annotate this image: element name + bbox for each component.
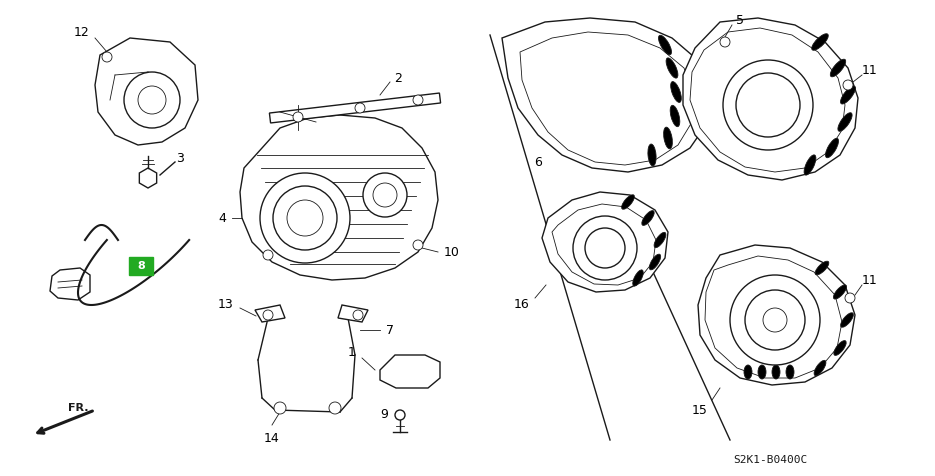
Circle shape	[585, 228, 625, 268]
Ellipse shape	[833, 285, 846, 299]
Circle shape	[730, 275, 820, 365]
Circle shape	[263, 310, 273, 320]
Ellipse shape	[838, 113, 852, 131]
Ellipse shape	[786, 365, 794, 379]
Circle shape	[273, 186, 337, 250]
Circle shape	[395, 410, 405, 420]
Circle shape	[720, 37, 730, 47]
Polygon shape	[139, 168, 157, 188]
Circle shape	[329, 402, 341, 414]
Circle shape	[413, 95, 423, 105]
Ellipse shape	[826, 138, 839, 158]
Circle shape	[373, 183, 397, 207]
Ellipse shape	[641, 210, 654, 226]
Ellipse shape	[670, 81, 682, 102]
Circle shape	[287, 200, 323, 236]
Ellipse shape	[650, 254, 661, 270]
Text: 10: 10	[444, 246, 460, 258]
Circle shape	[745, 290, 805, 350]
Ellipse shape	[758, 365, 766, 379]
Ellipse shape	[841, 86, 856, 104]
Text: 2: 2	[394, 71, 402, 85]
Text: 14: 14	[264, 432, 280, 445]
Text: 11: 11	[862, 274, 878, 287]
Text: 12: 12	[74, 26, 90, 39]
Ellipse shape	[670, 105, 680, 127]
Ellipse shape	[804, 155, 816, 175]
Ellipse shape	[658, 35, 671, 55]
Circle shape	[274, 402, 286, 414]
Polygon shape	[255, 305, 285, 322]
Polygon shape	[240, 115, 438, 280]
Circle shape	[736, 73, 800, 137]
Ellipse shape	[772, 365, 780, 379]
Circle shape	[843, 80, 853, 90]
Text: 5: 5	[736, 13, 744, 27]
Ellipse shape	[664, 127, 672, 149]
Polygon shape	[50, 268, 90, 300]
Circle shape	[573, 216, 637, 280]
Circle shape	[355, 103, 365, 113]
Circle shape	[763, 308, 787, 332]
Circle shape	[845, 293, 855, 303]
Polygon shape	[380, 355, 440, 388]
Circle shape	[353, 310, 363, 320]
Text: 3: 3	[176, 151, 184, 165]
Text: 13: 13	[218, 298, 234, 310]
Ellipse shape	[622, 195, 634, 209]
Polygon shape	[698, 245, 855, 385]
Text: 15: 15	[692, 404, 708, 416]
Text: 11: 11	[862, 63, 878, 77]
Polygon shape	[542, 192, 668, 292]
Circle shape	[263, 250, 273, 260]
Ellipse shape	[654, 232, 666, 248]
Ellipse shape	[648, 144, 656, 166]
Circle shape	[102, 52, 112, 62]
Polygon shape	[95, 38, 198, 145]
Text: 8: 8	[137, 261, 145, 271]
Circle shape	[413, 240, 423, 250]
Ellipse shape	[812, 34, 828, 50]
Text: 6: 6	[534, 156, 542, 169]
Circle shape	[293, 112, 303, 122]
Ellipse shape	[830, 59, 845, 77]
Circle shape	[723, 60, 813, 150]
Polygon shape	[683, 18, 858, 180]
FancyBboxPatch shape	[129, 257, 153, 275]
Ellipse shape	[666, 58, 678, 78]
Text: 7: 7	[386, 324, 394, 337]
Circle shape	[363, 173, 407, 217]
Ellipse shape	[834, 341, 846, 356]
Ellipse shape	[815, 261, 828, 275]
Text: FR.: FR.	[67, 403, 88, 413]
Circle shape	[138, 86, 166, 114]
Polygon shape	[502, 18, 712, 172]
Polygon shape	[269, 93, 440, 123]
Text: 9: 9	[380, 408, 388, 422]
Text: 4: 4	[218, 211, 226, 225]
Ellipse shape	[633, 270, 643, 286]
Circle shape	[260, 173, 350, 263]
Polygon shape	[338, 305, 368, 322]
Text: S2K1-B0400C: S2K1-B0400C	[733, 455, 807, 465]
Ellipse shape	[744, 365, 752, 379]
Text: 16: 16	[514, 298, 530, 311]
Ellipse shape	[814, 360, 826, 376]
Text: 1: 1	[348, 346, 356, 358]
Ellipse shape	[841, 313, 854, 327]
Circle shape	[124, 72, 180, 128]
